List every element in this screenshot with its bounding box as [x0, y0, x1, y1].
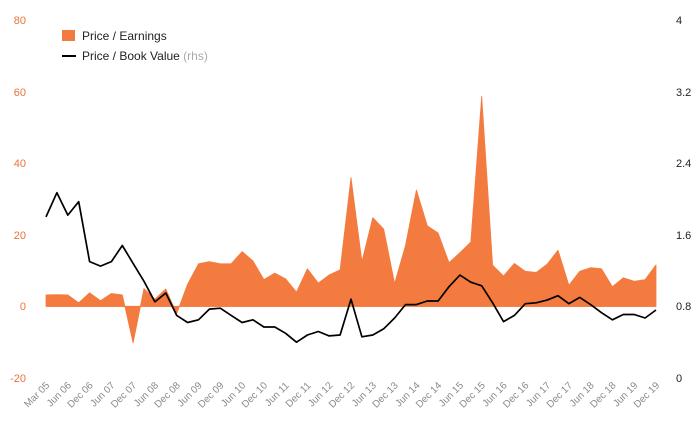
left-tick-label: 20 — [14, 230, 26, 242]
right-axis-ticks: 4 3.2 2.4 1.6 0.8 0 — [676, 15, 691, 385]
right-tick-label: 0.8 — [676, 301, 691, 313]
legend-label-price-book-text: Price / Book Value — [82, 49, 180, 63]
legend-swatch-price-earnings — [62, 30, 75, 41]
legend-label-rhs: (rhs) — [183, 49, 208, 63]
left-axis-ticks: 80 60 40 20 0 -20 — [10, 15, 26, 385]
left-tick-label: 40 — [14, 158, 26, 170]
price-earnings-area — [45, 95, 657, 344]
right-tick-label: 1.6 — [676, 230, 691, 242]
legend-label-price-book: Price / Book Value (rhs) — [82, 49, 208, 63]
right-tick-label: 0 — [676, 373, 682, 385]
left-tick-label: -20 — [10, 373, 26, 385]
right-tick-label: 2.4 — [676, 158, 691, 170]
left-tick-label: 60 — [14, 87, 26, 99]
legend-label-price-earnings: Price / Earnings — [82, 29, 167, 43]
left-tick-label: 80 — [14, 15, 26, 27]
legend: Price / Earnings Price / Book Value (rhs… — [62, 29, 208, 63]
right-tick-label: 4 — [676, 15, 682, 27]
right-tick-label: 3.2 — [676, 87, 691, 99]
left-tick-label: 0 — [20, 301, 26, 313]
price-book-line — [45, 191, 657, 344]
